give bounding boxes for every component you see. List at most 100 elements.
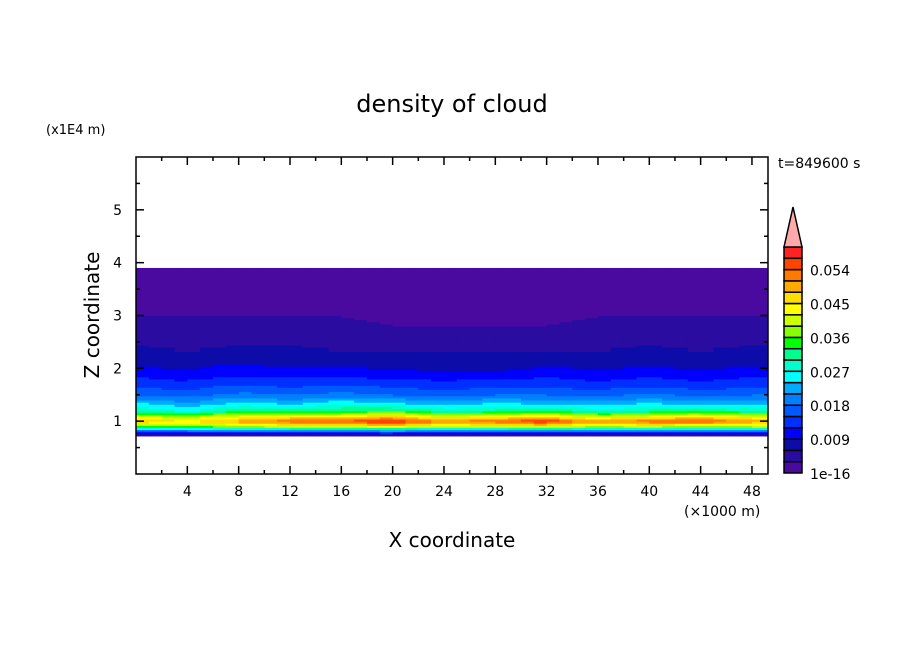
contour-cell bbox=[174, 340, 188, 344]
contour-cell bbox=[520, 364, 535, 367]
contour-cell bbox=[366, 283, 381, 287]
contour-cell bbox=[495, 302, 509, 306]
contour-cell bbox=[636, 290, 650, 293]
contour-cell bbox=[508, 338, 522, 342]
contour-cell bbox=[520, 267, 535, 270]
contour-cell bbox=[418, 288, 432, 291]
contour-cell bbox=[431, 395, 445, 399]
contour-cell bbox=[443, 404, 458, 407]
contour-cell bbox=[328, 311, 342, 314]
contour-cell bbox=[161, 429, 175, 433]
contour-cell bbox=[649, 370, 663, 374]
contour-cell bbox=[187, 402, 201, 405]
contour-cell bbox=[508, 285, 522, 289]
contour-cell bbox=[392, 410, 406, 414]
contour-cell bbox=[136, 307, 150, 310]
contour-cell bbox=[161, 269, 175, 272]
contour-cell bbox=[456, 357, 471, 361]
contour-cell bbox=[354, 378, 368, 382]
contour-cell bbox=[341, 412, 355, 416]
contour-cell bbox=[264, 397, 278, 401]
contour-cell bbox=[764, 319, 769, 323]
contour-cell bbox=[225, 391, 240, 395]
contour-cell bbox=[200, 271, 214, 274]
contour-cell bbox=[585, 427, 599, 431]
contour-cell bbox=[764, 429, 769, 433]
contour-cell bbox=[264, 389, 278, 393]
contour-cell bbox=[174, 281, 188, 285]
contour-cell bbox=[136, 383, 150, 386]
contour-cell bbox=[649, 393, 663, 397]
contour-cell bbox=[700, 317, 714, 321]
contour-cell bbox=[585, 361, 599, 365]
contour-cell bbox=[700, 357, 714, 361]
contour-cell bbox=[636, 397, 650, 401]
contour-cell bbox=[251, 423, 265, 426]
contour-cell bbox=[251, 408, 265, 412]
contour-cell bbox=[405, 307, 419, 310]
contour-cell bbox=[315, 429, 329, 433]
contour-cell bbox=[315, 321, 329, 325]
contour-cell bbox=[508, 427, 522, 431]
contour-cell bbox=[636, 433, 650, 437]
contour-cell bbox=[187, 294, 201, 297]
contour-cell bbox=[751, 421, 766, 424]
contour-cell bbox=[315, 267, 329, 270]
contour-cell bbox=[700, 429, 714, 433]
contour-cell bbox=[456, 421, 471, 424]
contour-cell bbox=[187, 285, 201, 289]
contour-cell bbox=[726, 290, 740, 293]
contour-cell bbox=[328, 359, 342, 363]
contour-cell bbox=[713, 406, 727, 409]
contour-cell bbox=[495, 288, 509, 291]
contour-cell bbox=[277, 349, 291, 352]
contour-cell bbox=[546, 288, 560, 291]
contour-cell bbox=[136, 334, 150, 338]
contour-cell bbox=[636, 269, 650, 272]
contour-cell bbox=[713, 334, 727, 338]
contour-cell bbox=[341, 292, 355, 295]
contour-cell bbox=[739, 397, 753, 401]
contour-cell bbox=[225, 279, 240, 283]
contour-cell bbox=[238, 342, 252, 346]
contour-cell bbox=[636, 425, 650, 429]
contour-cell bbox=[431, 351, 445, 355]
contour-cell bbox=[456, 349, 471, 352]
contour-cell bbox=[302, 292, 317, 295]
contour-cell bbox=[443, 391, 458, 395]
contour-cell bbox=[251, 279, 265, 283]
contour-cell bbox=[328, 389, 342, 393]
contour-cell bbox=[623, 378, 637, 382]
contour-cell bbox=[328, 368, 342, 371]
contour-cell bbox=[649, 414, 663, 418]
contour-cell bbox=[366, 410, 381, 414]
contour-cell bbox=[264, 279, 278, 283]
contour-cell bbox=[469, 397, 483, 401]
contour-cell bbox=[662, 275, 676, 278]
contour-cell bbox=[251, 302, 265, 306]
contour-cell bbox=[174, 334, 188, 338]
contour-cell bbox=[751, 419, 766, 422]
contour-cell bbox=[636, 351, 650, 355]
contour-cell bbox=[315, 385, 329, 388]
contour-cell bbox=[610, 349, 625, 352]
contour-cell bbox=[251, 296, 265, 300]
contour-cell bbox=[174, 368, 188, 371]
contour-cell bbox=[533, 410, 548, 414]
contour-cell bbox=[649, 300, 663, 304]
contour-cell bbox=[379, 349, 394, 352]
contour-cell bbox=[161, 359, 175, 363]
contour-cell bbox=[764, 342, 769, 346]
contour-cell bbox=[212, 421, 227, 424]
contour-cell bbox=[431, 302, 445, 306]
contour-cell bbox=[212, 368, 227, 371]
contour-cell bbox=[764, 404, 769, 407]
contour-cell bbox=[302, 273, 317, 276]
contour-cell bbox=[277, 281, 291, 285]
contour-cell bbox=[392, 397, 406, 401]
contour-cell bbox=[225, 376, 240, 380]
contour-cell bbox=[225, 368, 240, 371]
contour-cell bbox=[662, 336, 676, 340]
contour-cell bbox=[495, 410, 509, 414]
contour-cell bbox=[225, 395, 240, 399]
